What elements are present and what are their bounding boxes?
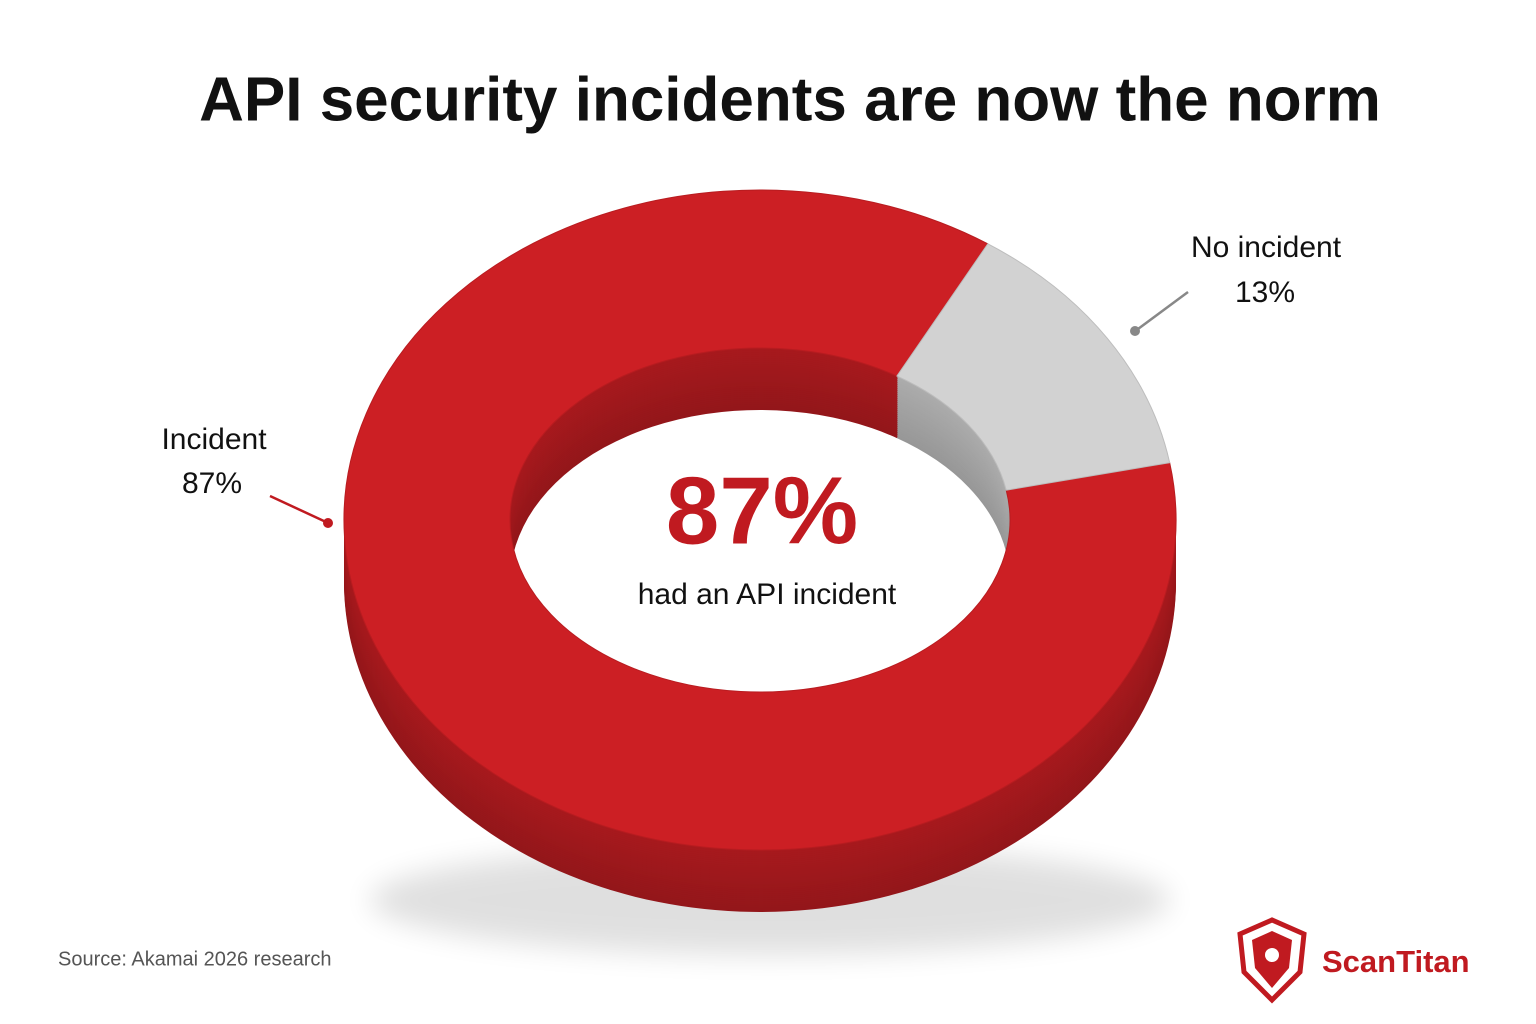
- slice-value-label: 87%: [182, 467, 242, 500]
- leader-dot: [323, 518, 333, 528]
- leader-line: [1137, 290, 1189, 331]
- leader-line: [269, 494, 327, 524]
- slice-label: Incident: [161, 423, 267, 456]
- brand-logo: ScanTitan: [1237, 917, 1470, 1004]
- slice-label: No incident: [1191, 231, 1342, 264]
- donut: [343, 189, 1177, 912]
- brand-name: ScanTitan: [1322, 944, 1470, 979]
- slice-value-label: 13%: [1235, 276, 1295, 309]
- slice: [343, 189, 1177, 851]
- slice: [896, 243, 1171, 491]
- center-value: 87%: [666, 457, 858, 564]
- center-text: had an API incident: [638, 578, 897, 611]
- leader-dot: [1130, 326, 1140, 336]
- chart-title: API security incidents are now the norm: [199, 65, 1381, 134]
- source-note: Source: Akamai 2026 research: [58, 948, 332, 970]
- logo-icon: [1265, 948, 1279, 962]
